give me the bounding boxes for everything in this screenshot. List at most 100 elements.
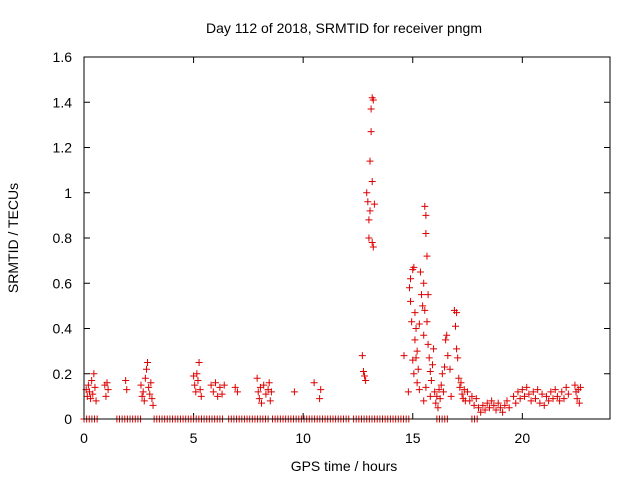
data-point <box>138 392 146 400</box>
data-point <box>447 392 455 400</box>
y-tick-label: 0.6 <box>53 275 73 291</box>
data-point <box>366 157 374 165</box>
data-point <box>525 390 533 398</box>
data-point <box>444 352 452 360</box>
data-point <box>267 388 275 396</box>
data-point <box>575 399 583 407</box>
data-point <box>470 401 478 409</box>
data-point <box>534 386 542 394</box>
data-point <box>140 397 148 405</box>
data-point <box>441 363 449 371</box>
data-point <box>122 377 130 385</box>
data-point <box>422 383 430 391</box>
x-tick-label: 10 <box>295 430 311 446</box>
data-point <box>446 365 454 373</box>
data-point <box>414 365 422 373</box>
axis-ticks: 0 0.2 0.4 0.6 0.8 1 1.2 1.4 1.6 0 5 10 15 20 <box>53 49 610 446</box>
y-tick-label: 0.2 <box>53 366 73 382</box>
data-point <box>412 325 420 332</box>
data-point <box>408 318 416 326</box>
data-point <box>218 390 226 398</box>
data-point <box>564 390 572 398</box>
data-point <box>518 386 526 394</box>
data-point <box>92 397 100 405</box>
data-point <box>369 243 377 251</box>
data-point <box>254 388 262 396</box>
data-point <box>453 309 461 317</box>
x-axis-label: GPS time / hours <box>291 458 398 474</box>
data-point <box>404 388 412 396</box>
data-point <box>405 284 413 292</box>
data-point <box>472 395 480 403</box>
y-tick-label: 0.8 <box>53 230 73 246</box>
data-point <box>87 395 95 403</box>
data-point <box>364 198 372 206</box>
data-point <box>415 320 423 328</box>
data-point <box>424 291 432 299</box>
data-point <box>454 354 462 362</box>
data-point <box>197 392 205 400</box>
data-point <box>400 352 408 360</box>
y-tick-label: 1 <box>64 185 72 201</box>
data-point <box>368 177 376 185</box>
data-point <box>477 408 485 416</box>
data-point <box>432 399 440 407</box>
data-point <box>558 388 566 396</box>
data-point <box>547 388 555 396</box>
data-point <box>363 189 371 197</box>
data-point <box>521 392 529 400</box>
data-point <box>501 401 509 409</box>
data-point <box>410 263 418 271</box>
data-point <box>212 379 219 387</box>
data-point <box>358 352 366 360</box>
data-point <box>207 381 215 389</box>
data-point <box>317 386 325 394</box>
data-point <box>407 275 415 283</box>
data-point <box>457 379 465 387</box>
data-point <box>468 392 476 400</box>
data-point <box>505 404 513 412</box>
data-point <box>233 388 241 396</box>
data-point <box>195 358 203 366</box>
data-point <box>573 395 581 403</box>
data-point <box>407 297 415 305</box>
data-point <box>214 392 222 400</box>
data-point <box>147 379 155 387</box>
data-point <box>464 388 472 396</box>
data-point <box>367 128 375 136</box>
data-point <box>510 392 518 400</box>
data-point <box>542 392 550 400</box>
data-point <box>420 279 428 287</box>
data-point <box>475 404 482 412</box>
data-point <box>453 345 461 353</box>
data-point <box>419 302 427 310</box>
data-point <box>421 202 429 210</box>
data-point <box>146 390 154 398</box>
data-point <box>209 388 217 396</box>
data-point <box>549 395 557 403</box>
data-point <box>411 309 419 317</box>
x-tick-label: 0 <box>80 430 88 446</box>
data-point <box>458 390 466 398</box>
y-tick-label: 0.4 <box>53 321 73 337</box>
data-point <box>216 383 224 391</box>
data-point <box>413 379 421 387</box>
data-point <box>576 383 584 391</box>
data-point <box>103 379 111 387</box>
data-point <box>456 383 464 391</box>
data-point <box>420 331 428 339</box>
data-point <box>139 388 147 396</box>
data-point <box>365 216 373 224</box>
data-point <box>370 200 378 208</box>
data-point <box>196 386 204 394</box>
data-point <box>427 377 435 385</box>
data-point <box>436 395 444 403</box>
plot-frame <box>83 56 611 420</box>
data-point <box>437 381 445 389</box>
data-point <box>481 406 489 414</box>
data-point <box>368 239 376 247</box>
data-point <box>255 395 263 403</box>
data-point <box>420 397 428 405</box>
data-point <box>536 399 544 407</box>
